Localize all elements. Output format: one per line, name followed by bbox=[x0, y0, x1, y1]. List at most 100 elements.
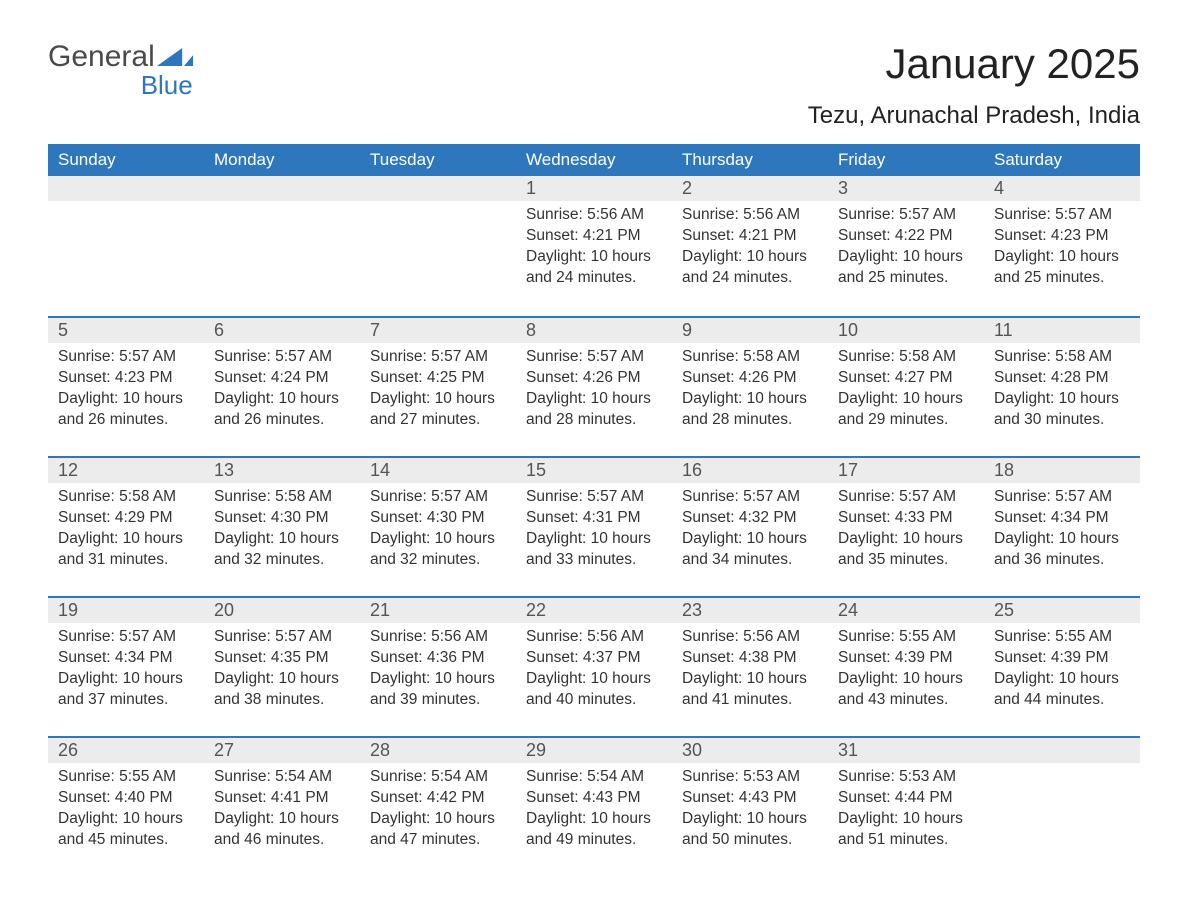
day-number: 7 bbox=[360, 316, 516, 343]
calendar-row: 12Sunrise: 5:58 AMSunset: 4:29 PMDayligh… bbox=[48, 456, 1140, 596]
calendar-cell: 27Sunrise: 5:54 AMSunset: 4:41 PMDayligh… bbox=[204, 736, 360, 876]
day-number: 31 bbox=[828, 736, 984, 763]
title-block: January 2025 Tezu, Arunachal Pradesh, In… bbox=[808, 40, 1140, 130]
daylight-line: Daylight: 10 hours and 28 minutes. bbox=[526, 389, 662, 431]
sunrise-line: Sunrise: 5:57 AM bbox=[214, 627, 350, 648]
sunrise-line: Sunrise: 5:57 AM bbox=[370, 347, 506, 368]
calendar-cell: 14Sunrise: 5:57 AMSunset: 4:30 PMDayligh… bbox=[360, 456, 516, 596]
day-body bbox=[204, 201, 360, 213]
daylight-line: Daylight: 10 hours and 27 minutes. bbox=[370, 389, 506, 431]
day-number bbox=[360, 176, 516, 201]
day-number: 13 bbox=[204, 456, 360, 483]
day-body: Sunrise: 5:55 AMSunset: 4:39 PMDaylight:… bbox=[828, 623, 984, 719]
calendar-cell: 19Sunrise: 5:57 AMSunset: 4:34 PMDayligh… bbox=[48, 596, 204, 736]
calendar-cell: 22Sunrise: 5:56 AMSunset: 4:37 PMDayligh… bbox=[516, 596, 672, 736]
day-number: 6 bbox=[204, 316, 360, 343]
day-body: Sunrise: 5:57 AMSunset: 4:35 PMDaylight:… bbox=[204, 623, 360, 719]
calendar-cell: 5Sunrise: 5:57 AMSunset: 4:23 PMDaylight… bbox=[48, 316, 204, 456]
day-body: Sunrise: 5:54 AMSunset: 4:41 PMDaylight:… bbox=[204, 763, 360, 859]
sunrise-line: Sunrise: 5:56 AM bbox=[526, 627, 662, 648]
day-number: 26 bbox=[48, 736, 204, 763]
day-body: Sunrise: 5:53 AMSunset: 4:44 PMDaylight:… bbox=[828, 763, 984, 859]
sunrise-line: Sunrise: 5:56 AM bbox=[682, 205, 818, 226]
daylight-line: Daylight: 10 hours and 36 minutes. bbox=[994, 529, 1130, 571]
day-body: Sunrise: 5:56 AMSunset: 4:38 PMDaylight:… bbox=[672, 623, 828, 719]
sunrise-line: Sunrise: 5:53 AM bbox=[682, 767, 818, 788]
daylight-line: Daylight: 10 hours and 29 minutes. bbox=[838, 389, 974, 431]
sunset-line: Sunset: 4:21 PM bbox=[682, 226, 818, 247]
daylight-line: Daylight: 10 hours and 50 minutes. bbox=[682, 809, 818, 851]
daylight-line: Daylight: 10 hours and 41 minutes. bbox=[682, 669, 818, 711]
daylight-line: Daylight: 10 hours and 44 minutes. bbox=[994, 669, 1130, 711]
sunset-line: Sunset: 4:35 PM bbox=[214, 648, 350, 669]
day-body: Sunrise: 5:57 AMSunset: 4:23 PMDaylight:… bbox=[48, 343, 204, 439]
calendar-cell: 7Sunrise: 5:57 AMSunset: 4:25 PMDaylight… bbox=[360, 316, 516, 456]
daylight-line: Daylight: 10 hours and 46 minutes. bbox=[214, 809, 350, 851]
daylight-line: Daylight: 10 hours and 24 minutes. bbox=[682, 247, 818, 289]
calendar-row: 26Sunrise: 5:55 AMSunset: 4:40 PMDayligh… bbox=[48, 736, 1140, 876]
calendar-cell: 30Sunrise: 5:53 AMSunset: 4:43 PMDayligh… bbox=[672, 736, 828, 876]
sunrise-line: Sunrise: 5:58 AM bbox=[58, 487, 194, 508]
day-body bbox=[360, 201, 516, 213]
sunset-line: Sunset: 4:24 PM bbox=[214, 368, 350, 389]
day-number: 2 bbox=[672, 176, 828, 201]
calendar-cell: 13Sunrise: 5:58 AMSunset: 4:30 PMDayligh… bbox=[204, 456, 360, 596]
logo: General Blue bbox=[48, 40, 193, 101]
day-number: 22 bbox=[516, 596, 672, 623]
day-body: Sunrise: 5:54 AMSunset: 4:43 PMDaylight:… bbox=[516, 763, 672, 859]
sunrise-line: Sunrise: 5:56 AM bbox=[526, 205, 662, 226]
daylight-line: Daylight: 10 hours and 24 minutes. bbox=[526, 247, 662, 289]
calendar-cell: 10Sunrise: 5:58 AMSunset: 4:27 PMDayligh… bbox=[828, 316, 984, 456]
daylight-line: Daylight: 10 hours and 37 minutes. bbox=[58, 669, 194, 711]
location-label: Tezu, Arunachal Pradesh, India bbox=[808, 102, 1140, 130]
day-number: 25 bbox=[984, 596, 1140, 623]
sunrise-line: Sunrise: 5:58 AM bbox=[682, 347, 818, 368]
calendar-cell: 16Sunrise: 5:57 AMSunset: 4:32 PMDayligh… bbox=[672, 456, 828, 596]
day-body: Sunrise: 5:57 AMSunset: 4:22 PMDaylight:… bbox=[828, 201, 984, 297]
day-number: 18 bbox=[984, 456, 1140, 483]
calendar-cell: 11Sunrise: 5:58 AMSunset: 4:28 PMDayligh… bbox=[984, 316, 1140, 456]
sunset-line: Sunset: 4:22 PM bbox=[838, 226, 974, 247]
day-number bbox=[204, 176, 360, 201]
sunset-line: Sunset: 4:32 PM bbox=[682, 508, 818, 529]
calendar-row: 5Sunrise: 5:57 AMSunset: 4:23 PMDaylight… bbox=[48, 316, 1140, 456]
day-number: 14 bbox=[360, 456, 516, 483]
daylight-line: Daylight: 10 hours and 26 minutes. bbox=[214, 389, 350, 431]
day-body: Sunrise: 5:57 AMSunset: 4:30 PMDaylight:… bbox=[360, 483, 516, 579]
daylight-line: Daylight: 10 hours and 26 minutes. bbox=[58, 389, 194, 431]
day-body: Sunrise: 5:56 AMSunset: 4:21 PMDaylight:… bbox=[516, 201, 672, 297]
sunset-line: Sunset: 4:30 PM bbox=[370, 508, 506, 529]
sunset-line: Sunset: 4:36 PM bbox=[370, 648, 506, 669]
calendar-cell bbox=[360, 176, 516, 316]
day-body: Sunrise: 5:56 AMSunset: 4:21 PMDaylight:… bbox=[672, 201, 828, 297]
sunset-line: Sunset: 4:43 PM bbox=[526, 788, 662, 809]
sunset-line: Sunset: 4:31 PM bbox=[526, 508, 662, 529]
day-body: Sunrise: 5:57 AMSunset: 4:34 PMDaylight:… bbox=[984, 483, 1140, 579]
day-body: Sunrise: 5:57 AMSunset: 4:26 PMDaylight:… bbox=[516, 343, 672, 439]
daylight-line: Daylight: 10 hours and 31 minutes. bbox=[58, 529, 194, 571]
sunrise-line: Sunrise: 5:56 AM bbox=[370, 627, 506, 648]
calendar-cell: 21Sunrise: 5:56 AMSunset: 4:36 PMDayligh… bbox=[360, 596, 516, 736]
weekday-header: Saturday bbox=[984, 144, 1140, 176]
weekday-header: Monday bbox=[204, 144, 360, 176]
day-number bbox=[984, 736, 1140, 763]
day-body: Sunrise: 5:58 AMSunset: 4:29 PMDaylight:… bbox=[48, 483, 204, 579]
calendar-cell: 29Sunrise: 5:54 AMSunset: 4:43 PMDayligh… bbox=[516, 736, 672, 876]
day-body: Sunrise: 5:57 AMSunset: 4:24 PMDaylight:… bbox=[204, 343, 360, 439]
day-body: Sunrise: 5:56 AMSunset: 4:36 PMDaylight:… bbox=[360, 623, 516, 719]
day-number: 29 bbox=[516, 736, 672, 763]
calendar-cell: 31Sunrise: 5:53 AMSunset: 4:44 PMDayligh… bbox=[828, 736, 984, 876]
day-body: Sunrise: 5:58 AMSunset: 4:27 PMDaylight:… bbox=[828, 343, 984, 439]
sunrise-line: Sunrise: 5:57 AM bbox=[58, 627, 194, 648]
calendar-cell: 4Sunrise: 5:57 AMSunset: 4:23 PMDaylight… bbox=[984, 176, 1140, 316]
calendar-cell: 28Sunrise: 5:54 AMSunset: 4:42 PMDayligh… bbox=[360, 736, 516, 876]
daylight-line: Daylight: 10 hours and 38 minutes. bbox=[214, 669, 350, 711]
calendar-cell: 12Sunrise: 5:58 AMSunset: 4:29 PMDayligh… bbox=[48, 456, 204, 596]
calendar-cell: 18Sunrise: 5:57 AMSunset: 4:34 PMDayligh… bbox=[984, 456, 1140, 596]
month-title: January 2025 bbox=[808, 40, 1140, 88]
calendar-cell: 2Sunrise: 5:56 AMSunset: 4:21 PMDaylight… bbox=[672, 176, 828, 316]
sunset-line: Sunset: 4:41 PM bbox=[214, 788, 350, 809]
day-number: 30 bbox=[672, 736, 828, 763]
daylight-line: Daylight: 10 hours and 47 minutes. bbox=[370, 809, 506, 851]
weekday-header: Friday bbox=[828, 144, 984, 176]
